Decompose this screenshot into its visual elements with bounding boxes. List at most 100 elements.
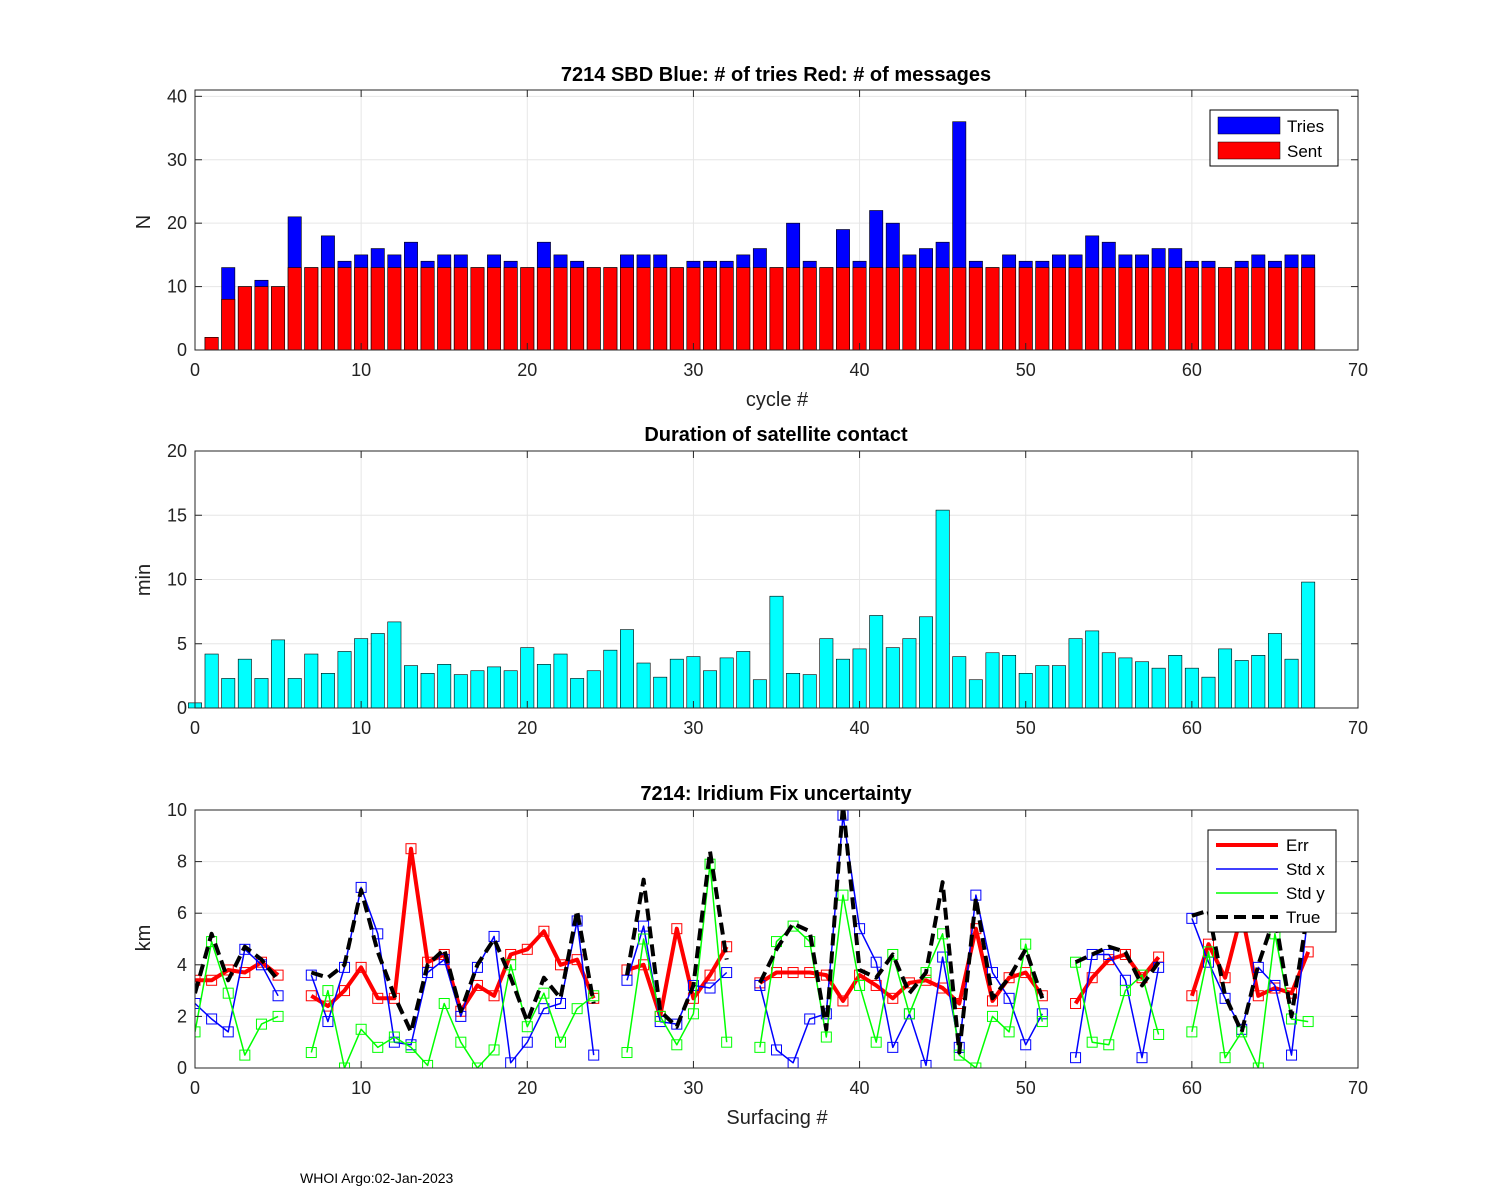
marker-stdy xyxy=(903,1008,915,1020)
duration-bar xyxy=(1085,630,1100,709)
uncertainty-xtick-label: 20 xyxy=(517,1078,537,1098)
sent-bar xyxy=(1018,267,1033,351)
duration-bar xyxy=(620,629,634,709)
marker-stdy xyxy=(438,998,450,1009)
sent-bar xyxy=(487,267,502,351)
series-line-true xyxy=(758,810,1045,1055)
duration-bar xyxy=(968,679,983,709)
sent-bar xyxy=(320,267,335,351)
duration-bar xyxy=(1234,660,1249,709)
sbd-ytick-label: 10 xyxy=(167,277,187,297)
duration-ytick-label: 15 xyxy=(167,505,187,525)
sbd-xtick-label: 40 xyxy=(850,360,870,380)
duration-xtick-label: 10 xyxy=(351,718,371,738)
sbd-xtick-label: 30 xyxy=(683,360,703,380)
uncertainty-xtick-label: 30 xyxy=(683,1078,703,1098)
marker-stdx xyxy=(1269,979,1281,991)
marker-stdy xyxy=(920,967,932,979)
duration-bar xyxy=(653,676,668,709)
series-line-true xyxy=(625,849,729,1029)
uncertainty-xtick-label: 40 xyxy=(850,1078,870,1098)
sent-bar xyxy=(520,267,535,351)
sbd-ytick-label: 20 xyxy=(167,213,187,233)
sent-bar xyxy=(237,286,252,351)
marker-stdy xyxy=(571,1003,583,1015)
marker-err xyxy=(704,969,716,981)
marker-err xyxy=(1070,998,1082,1009)
uncertainty-xtick-label: 0 xyxy=(190,1078,200,1098)
sbd-axes-box xyxy=(194,89,1359,351)
duration-bar xyxy=(337,651,352,709)
sent-bar xyxy=(1267,267,1282,351)
sbd-xtick-label: 10 xyxy=(351,360,371,380)
series-line-stdy xyxy=(759,894,1044,1068)
series-line-true xyxy=(195,931,280,994)
uncertainty-chart-xlabel: Surfacing # xyxy=(726,1107,828,1129)
duration-bar xyxy=(404,665,418,709)
duration-chart-title: Duration of satellite contact xyxy=(644,424,908,446)
footer-stamp: WHOI Argo:02-Jan-2023 xyxy=(300,1170,454,1186)
uncertainty-chart-ylabel: km xyxy=(133,925,155,952)
marker-stdy xyxy=(322,985,334,997)
sent-bar xyxy=(1234,267,1249,351)
sent-bar xyxy=(1002,267,1017,351)
marker-err xyxy=(195,974,201,986)
marker-err xyxy=(837,995,849,1007)
marker-stdx xyxy=(704,982,716,994)
duration-bar xyxy=(487,666,502,709)
sent-bar xyxy=(1284,267,1299,351)
sbd-chart-title: 7214 SBD Blue: # of tries Red: # of mess… xyxy=(561,64,991,86)
duration-bar xyxy=(304,653,319,709)
sent-bar xyxy=(1101,267,1116,351)
duration-bar xyxy=(536,664,551,709)
marker-stdx xyxy=(322,1016,334,1028)
sent-bar xyxy=(1218,267,1233,351)
marker-err xyxy=(1186,990,1198,1002)
duration-bar xyxy=(1218,648,1233,709)
sent-bar xyxy=(586,267,601,351)
sent-bar xyxy=(304,267,319,351)
duration-xtick-label: 0 xyxy=(190,718,200,738)
duration-bar xyxy=(636,662,651,709)
marker-stdy xyxy=(1020,938,1032,950)
sbd-xtick-label: 0 xyxy=(190,360,200,380)
series-line-err xyxy=(1073,952,1161,1005)
sbd-ytick-label: 30 xyxy=(167,150,187,170)
uncertainty-ytick-label: 4 xyxy=(177,955,187,975)
sent-bar xyxy=(204,337,219,351)
sbd-chart-ylabel: N xyxy=(133,215,155,229)
sent-bar xyxy=(869,267,884,351)
sent-bar xyxy=(836,267,850,351)
marker-stdy xyxy=(837,889,849,901)
duration-bar xyxy=(1267,633,1282,709)
series-line-stdx xyxy=(1074,953,1160,1059)
marker-stdx xyxy=(488,930,500,942)
marker-stdy xyxy=(422,1059,434,1068)
uncertainty-ytick-label: 8 xyxy=(177,852,187,872)
marker-err xyxy=(206,974,218,986)
duration-bar xyxy=(1035,665,1050,709)
marker-stdx xyxy=(621,974,633,986)
duration-bar xyxy=(437,664,452,709)
marker-err xyxy=(1086,972,1098,984)
series-line-true xyxy=(310,888,596,1034)
marker-err xyxy=(355,961,367,973)
duration-bar xyxy=(1168,655,1183,709)
marker-err xyxy=(521,943,533,955)
marker-stdx xyxy=(854,923,866,935)
duration-bar xyxy=(586,670,601,709)
sent-bar xyxy=(703,267,717,351)
uncertainty-legend: Err Std x Std y True xyxy=(1207,829,1337,933)
marker-stdy xyxy=(1103,1039,1115,1051)
sent-bar xyxy=(1068,267,1083,351)
sent-bar xyxy=(553,267,568,351)
marker-stdy xyxy=(820,1031,832,1043)
duration-chart-ylabel: min xyxy=(133,564,155,596)
sent-bar xyxy=(387,267,402,351)
duration-ytick-label: 20 xyxy=(167,441,187,461)
duration-bar xyxy=(786,673,801,709)
sent-bar xyxy=(653,267,668,351)
marker-err xyxy=(1202,938,1214,950)
uncertainty-axes-box xyxy=(194,809,1359,1069)
marker-stdy xyxy=(239,1049,251,1061)
